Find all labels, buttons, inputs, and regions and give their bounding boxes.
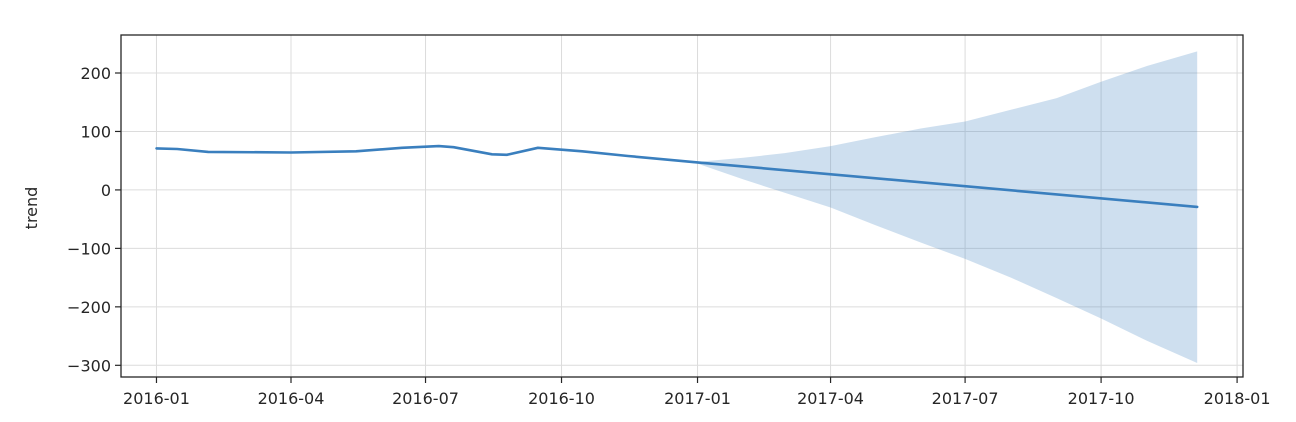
x-tick-label: 2017-01 [664, 389, 731, 408]
y-tick-label: 100 [80, 122, 111, 141]
x-tick-label: 2016-10 [528, 389, 595, 408]
x-tick-label: 2016-01 [123, 389, 190, 408]
y-tick-label: −300 [67, 356, 111, 375]
y-tick-label: 0 [101, 181, 111, 200]
y-tick-label: −100 [67, 239, 111, 258]
y-tick-label: 200 [80, 64, 111, 83]
x-axis: 2016-01 2016-04 2016-07 2016-10 2017-01 2017-… [123, 377, 1271, 408]
x-tick-label: 2017-04 [797, 389, 864, 408]
x-tick-label: 2018-01 [1204, 389, 1271, 408]
uncertainty-band-layer [679, 51, 1198, 364]
y-tick-label: −200 [67, 298, 111, 317]
plot-frame [120, 34, 1244, 378]
trend-line-layer [155, 144, 1199, 209]
x-tick-label: 2016-07 [392, 389, 459, 408]
trend-series-line [155, 144, 1199, 209]
x-tick-label: 2017-07 [932, 389, 999, 408]
uncertainty-band [679, 51, 1198, 364]
y-axis: 200 100 0 −100 −200 −300 [67, 64, 121, 375]
y-axis-label: trend [22, 187, 41, 230]
grid-layer [121, 35, 1243, 377]
x-tick-label: 2016-04 [258, 389, 325, 408]
x-tick-label: 2017-10 [1068, 389, 1135, 408]
